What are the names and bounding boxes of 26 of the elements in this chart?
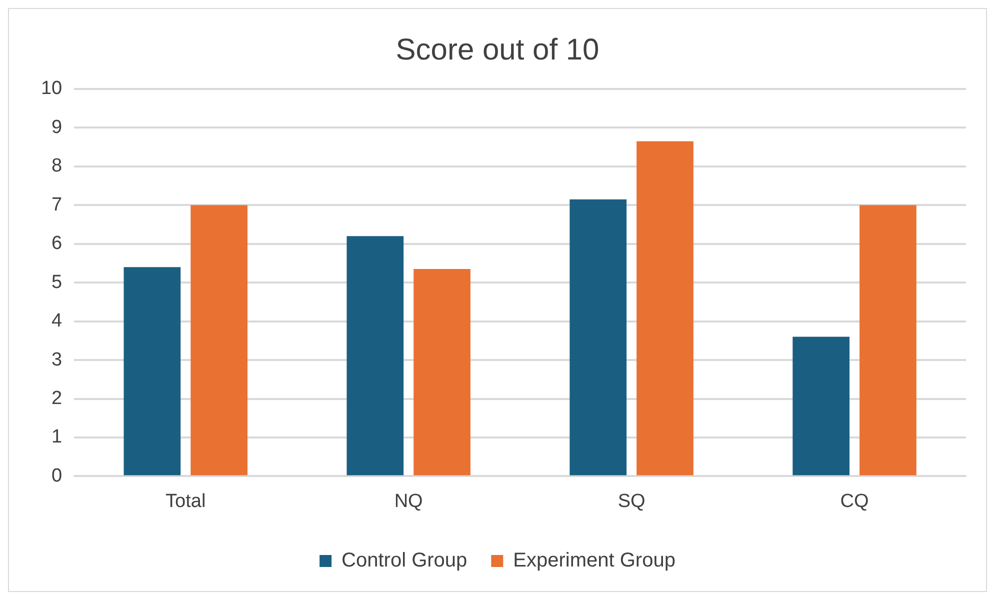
y-tick-label: 10 [40, 78, 62, 100]
bar [124, 267, 181, 476]
y-tick-label: 0 [52, 465, 62, 486]
chart-title: Score out of 10 [396, 33, 600, 66]
bar [860, 205, 916, 476]
bar [414, 269, 470, 476]
y-tick-label: 6 [52, 233, 62, 254]
legend-label: Experiment Group [513, 550, 676, 572]
y-tick-label: 2 [52, 388, 62, 409]
x-tick-label: SQ [618, 490, 646, 512]
y-tick-label: 8 [52, 156, 62, 177]
bar [636, 141, 694, 476]
y-tick-label: 5 [52, 272, 62, 293]
bar [792, 336, 850, 476]
y-tick-label: 9 [52, 116, 62, 138]
x-tick-label: Total [166, 490, 206, 512]
x-tick-label: CQ [840, 490, 869, 512]
bar [190, 205, 248, 476]
bar [346, 236, 404, 476]
y-tick-label: 7 [52, 194, 62, 216]
y-tick-label: 1 [52, 426, 62, 448]
bar [570, 199, 627, 476]
x-tick-label: NQ [394, 490, 423, 512]
y-tick-label: 3 [52, 349, 62, 370]
y-tick-label: 4 [52, 310, 63, 332]
legend-label: Control Group [342, 550, 468, 572]
